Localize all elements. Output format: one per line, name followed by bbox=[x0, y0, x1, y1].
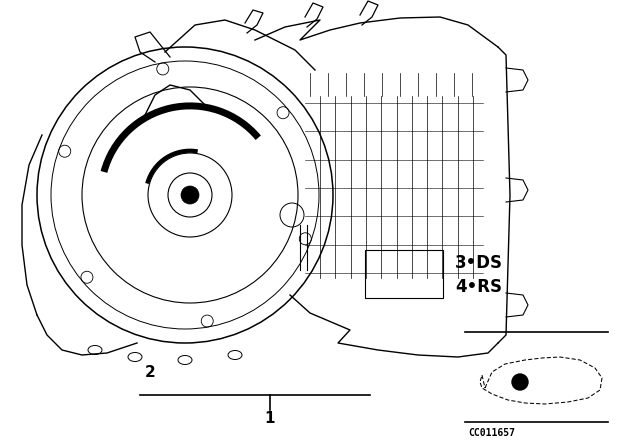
Text: CC011657: CC011657 bbox=[468, 428, 515, 438]
Circle shape bbox=[181, 186, 199, 204]
Circle shape bbox=[512, 374, 528, 390]
Text: 1: 1 bbox=[264, 411, 275, 426]
Bar bbox=[365, 250, 443, 298]
Text: 3•DS: 3•DS bbox=[455, 254, 503, 272]
Text: 4•RS: 4•RS bbox=[455, 278, 502, 296]
Text: 2: 2 bbox=[145, 365, 156, 380]
